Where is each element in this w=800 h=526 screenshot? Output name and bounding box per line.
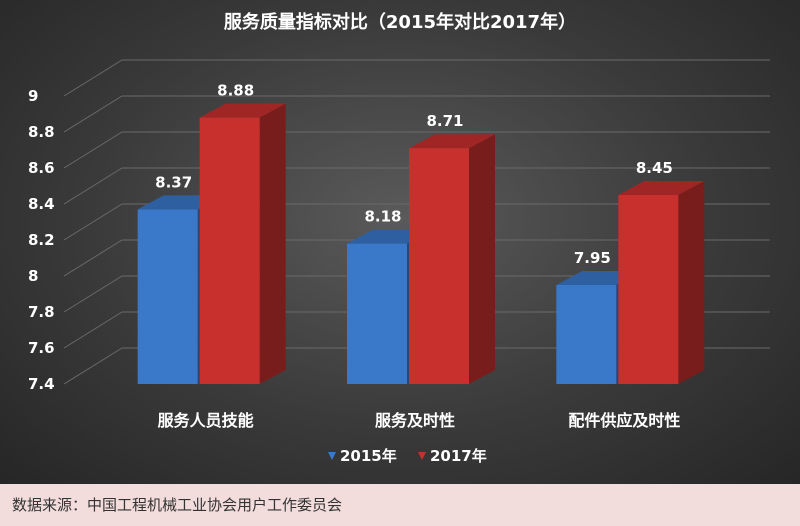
x-tick-label: 服务及时性 xyxy=(375,411,455,430)
bar-side xyxy=(469,134,495,384)
chart-title: 服务质量指标对比（2015年对比2017年） xyxy=(224,11,576,33)
data-label: 8.45 xyxy=(636,159,673,177)
data-label: 8.18 xyxy=(364,208,401,226)
bar xyxy=(409,148,469,384)
y-tick-label: 8.8 xyxy=(28,123,55,141)
source-footer: 数据来源：中国工程机械工业协会用户工作委员会 xyxy=(0,484,800,526)
bar-top xyxy=(409,134,495,149)
chart-area: 服务质量指标对比（2015年对比2017年） 7.4 7.6 7.8 8 8.2 8.4 8.… xyxy=(0,0,800,484)
y-tick-label: 7.6 xyxy=(28,339,55,357)
data-label: 8.37 xyxy=(155,173,192,191)
legend-label: 2015年 xyxy=(340,447,397,465)
bar xyxy=(347,243,407,384)
y-tick-label: 8.4 xyxy=(28,195,55,213)
gridline-depth xyxy=(63,239,123,277)
y-tick-label: 7.4 xyxy=(28,375,55,393)
gridline-depth xyxy=(63,59,123,97)
bar-top xyxy=(618,181,705,195)
bar-top xyxy=(199,103,286,118)
x-tick-label: 配件供应及时性 xyxy=(568,411,680,430)
bar xyxy=(618,195,679,384)
gridline-depth xyxy=(63,95,123,133)
bar xyxy=(556,285,617,384)
gridline-depth xyxy=(63,167,123,205)
source-text: 数据来源：中国工程机械工业协会用户工作委员会 xyxy=(12,496,343,514)
gridline-depth xyxy=(63,347,123,385)
data-label: 8.88 xyxy=(217,82,254,100)
bar-chart: 服务质量指标对比（2015年对比2017年） 7.4 7.6 7.8 8 8.2 8.4 8.… xyxy=(28,11,770,465)
y-tick-label: 7.8 xyxy=(28,303,55,321)
data-label: 8.71 xyxy=(426,112,463,130)
legend-label: 2017年 xyxy=(430,447,487,465)
bar xyxy=(199,117,260,384)
gridline-depth xyxy=(63,311,123,349)
legend-swatch xyxy=(328,452,336,460)
gridline-depth xyxy=(63,275,123,313)
y-tick-label: 8.2 xyxy=(28,231,55,249)
y-tick-label: 9 xyxy=(28,87,38,105)
data-label: 7.95 xyxy=(574,249,611,267)
bar-side xyxy=(678,181,705,384)
gridline-depth xyxy=(63,203,123,241)
bar xyxy=(137,209,198,384)
y-tick-label: 8.6 xyxy=(28,159,55,177)
gridline-depth xyxy=(63,131,123,169)
y-tick-label: 8 xyxy=(28,267,38,285)
legend-swatch xyxy=(418,452,426,460)
x-tick-label: 服务人员技能 xyxy=(158,411,254,430)
bar-side xyxy=(259,103,286,384)
